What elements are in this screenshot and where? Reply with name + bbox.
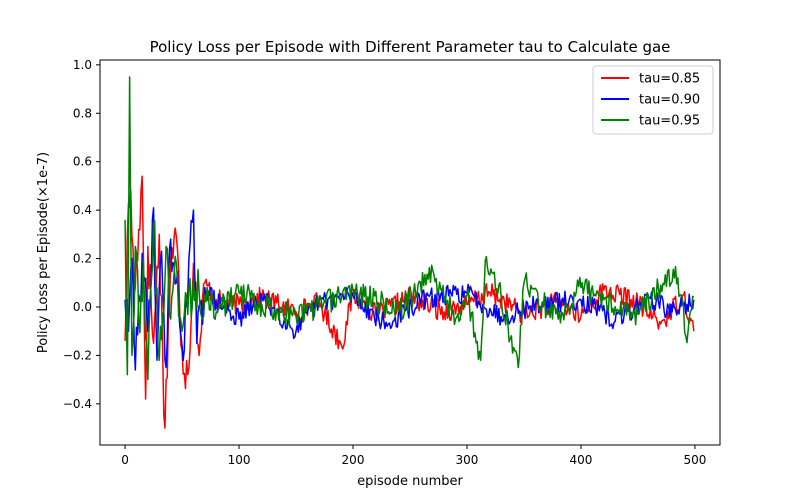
x-tick-label: 300 <box>456 453 479 467</box>
legend-box <box>592 65 714 135</box>
series-line-1 <box>124 206 695 371</box>
x-tick-label: 100 <box>228 453 251 467</box>
legend-label: tau=0.95 <box>639 114 700 129</box>
legend: tau=0.85 tau=0.90 tau=0.95 <box>592 65 714 135</box>
chart-title: Policy Loss per Episode with Different P… <box>150 38 671 56</box>
axes-frame <box>99 59 721 446</box>
legend-label: tau=0.85 <box>639 72 700 87</box>
series-line-2 <box>124 76 695 381</box>
x-tick-label: 500 <box>683 453 706 467</box>
y-tick-label: −0.4 <box>63 397 92 411</box>
y-tick-label: 0.8 <box>73 106 92 120</box>
y-tick-label: 0.2 <box>73 252 92 266</box>
y-tick-label: 0.0 <box>73 300 92 314</box>
x-axis-ticks: 0 100 200 300 400 500 <box>121 445 706 467</box>
x-tick-label: 200 <box>342 453 365 467</box>
x-tick-label: 400 <box>570 453 593 467</box>
y-tick-label: 0.6 <box>73 155 92 169</box>
y-tick-label: −0.2 <box>63 348 92 362</box>
y-tick-label: 0.4 <box>73 203 92 217</box>
plot-lines <box>124 76 695 429</box>
x-axis-label: episode number <box>357 474 463 489</box>
x-tick-label: 0 <box>121 453 129 467</box>
y-axis-label: Policy Loss per Episode(×1e-7) <box>36 152 51 353</box>
legend-label: tau=0.90 <box>639 93 700 108</box>
y-tick-label: 1.0 <box>73 58 92 72</box>
y-axis-ticks: −0.4 −0.2 0.0 0.2 0.4 0.6 0.8 1.0 <box>63 58 100 411</box>
